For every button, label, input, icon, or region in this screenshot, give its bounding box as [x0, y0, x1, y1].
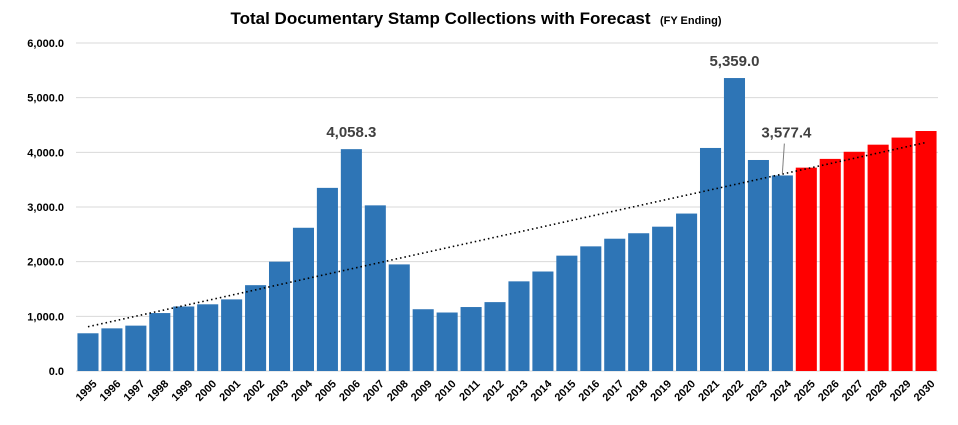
- x-tick-label: 2029: [888, 378, 914, 404]
- x-tick-label: 2007: [361, 378, 387, 404]
- bar: [292, 227, 315, 371]
- x-tick-label: 2026: [816, 378, 842, 404]
- x-tick-label: 2002: [241, 378, 267, 404]
- y-tick-label: 1,000.0: [27, 311, 64, 323]
- bar: [460, 307, 482, 371]
- x-tick-label: 2004: [289, 377, 315, 403]
- x-tick-label: 2008: [385, 378, 411, 404]
- bar: [771, 175, 793, 371]
- bar: [676, 213, 698, 371]
- forecast-bar: [915, 131, 937, 371]
- y-tick-label: 6,000.0: [27, 38, 64, 50]
- bar: [197, 304, 219, 371]
- x-tick-label: 2001: [217, 378, 243, 404]
- x-tick-label: 2010: [433, 378, 459, 404]
- bar: [508, 281, 530, 371]
- bar: [77, 333, 99, 371]
- forecast-bar: [795, 167, 817, 371]
- bar: [436, 312, 458, 371]
- y-axis-ticks: 0.0 1,000.0 2,000.0 3,000.0 4,000.0 5,000.0 6,…: [27, 38, 64, 378]
- x-tick-label: 2028: [864, 378, 890, 404]
- y-tick-label: 2,000.0: [27, 257, 64, 269]
- x-tick-label: 2013: [505, 378, 531, 404]
- bars: [77, 78, 937, 371]
- x-tick-label: 1995: [74, 378, 100, 404]
- bar: [604, 238, 626, 371]
- x-tick-label: 2019: [648, 378, 674, 404]
- bar: [316, 187, 338, 371]
- bar: [484, 302, 506, 371]
- bar: [723, 78, 746, 371]
- bar: [149, 313, 171, 371]
- x-tick-label: 2011: [457, 378, 482, 403]
- x-tick-label: 2021: [696, 378, 722, 404]
- bar: [268, 261, 291, 371]
- chart-title-sub: (FY Ending): [660, 15, 722, 27]
- bar: [340, 149, 362, 371]
- x-tick-label: 2022: [720, 378, 746, 404]
- x-tick-label: 2006: [337, 378, 363, 404]
- data-label: 4,058.3: [326, 124, 376, 141]
- annotation-leader: [781, 143, 785, 174]
- x-tick-label: 1997: [122, 378, 148, 404]
- x-tick-label: 2003: [265, 378, 291, 404]
- x-tick-label: 2023: [744, 378, 770, 404]
- x-tick-label: 2025: [792, 378, 818, 404]
- annotations: 4,058.3 5,359.0 3,577.4: [326, 53, 812, 174]
- gridlines: [76, 42, 938, 372]
- x-axis-ticks: 1995199619971998199920002001200220032004…: [74, 377, 938, 403]
- chart-title: Total Documentary Stamp Collections with…: [230, 9, 721, 28]
- y-tick-label: 5,000.0: [27, 93, 64, 105]
- x-tick-label: 2018: [624, 378, 650, 404]
- forecast-bar: [819, 158, 841, 371]
- x-tick-label: 2027: [840, 378, 866, 404]
- bar: [532, 271, 554, 371]
- y-tick-label: 3,000.0: [27, 202, 64, 214]
- x-tick-label: 2012: [481, 378, 507, 404]
- x-tick-label: 2015: [553, 378, 579, 404]
- y-tick-label: 0.0: [49, 366, 64, 378]
- bar: [173, 306, 195, 371]
- x-tick-label: 1999: [170, 378, 196, 404]
- y-tick-label: 4,000.0: [27, 147, 64, 159]
- bar: [388, 264, 410, 371]
- data-label: 3,577.4: [761, 125, 812, 142]
- bar: [652, 226, 674, 371]
- bar: [101, 328, 123, 371]
- x-tick-label: 2024: [768, 377, 794, 403]
- bar: [245, 285, 267, 371]
- x-tick-label: 2000: [193, 378, 219, 404]
- bar: [364, 205, 386, 371]
- x-tick-label: 2017: [601, 378, 627, 404]
- x-tick-label: 2016: [577, 378, 603, 404]
- x-tick-label: 2030: [912, 378, 938, 404]
- bar: [628, 233, 650, 371]
- forecast-bar: [843, 151, 865, 371]
- chart-title-main: Total Documentary Stamp Collections with…: [230, 9, 650, 28]
- bar: [125, 325, 147, 371]
- x-tick-label: 2020: [672, 378, 698, 404]
- bar: [699, 147, 722, 371]
- bar: [556, 255, 578, 371]
- x-tick-label: 2009: [409, 378, 435, 404]
- bar: [221, 299, 243, 371]
- data-label: 5,359.0: [709, 53, 759, 70]
- bar: [580, 246, 602, 371]
- forecast-bar: [867, 144, 889, 371]
- bar: [412, 309, 434, 371]
- x-tick-label: 2005: [313, 378, 339, 404]
- x-tick-label: 2014: [529, 377, 555, 403]
- x-tick-label: 1998: [146, 378, 172, 404]
- forecast-bar: [891, 137, 913, 371]
- x-tick-label: 1996: [98, 378, 124, 404]
- bar: [747, 159, 769, 371]
